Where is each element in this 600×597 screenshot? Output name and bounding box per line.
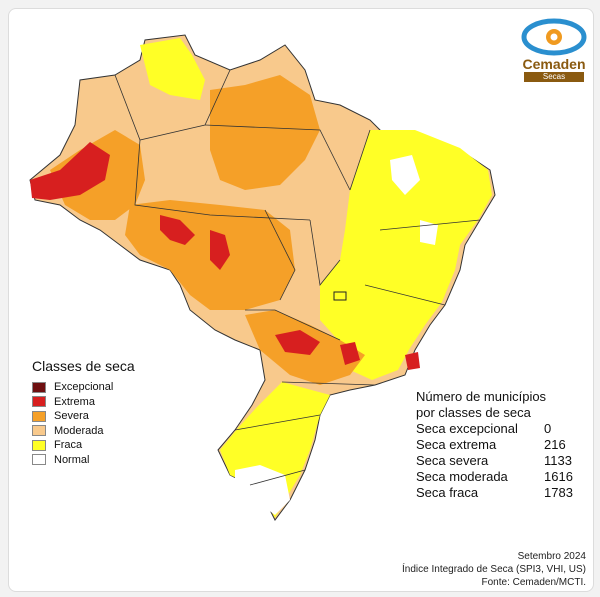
municipality-stats: Número de municípios por classes de seca… — [416, 389, 573, 501]
eye-logo-icon — [521, 18, 587, 56]
legend: Classes de seca Excepcional Extrema Seve… — [32, 358, 135, 467]
state-borders — [114, 69, 481, 486]
stats-label: Seca extrema — [416, 437, 497, 452]
cemaden-logo: Cemaden Secas — [518, 18, 590, 82]
stats-value: 216 — [544, 437, 566, 452]
legend-item: Moderada — [32, 424, 135, 439]
fraca-north — [140, 38, 205, 100]
logo-band: Secas — [524, 72, 584, 82]
stats-title-line2: por classes de seca — [416, 405, 531, 420]
legend-item: Normal — [32, 453, 135, 468]
stats-label: Seca moderada — [416, 469, 508, 484]
legend-label: Excepcional — [54, 381, 114, 394]
legend-item: Extrema — [32, 395, 135, 410]
footer-source: Fonte: Cemaden/MCTI. — [481, 577, 586, 588]
normal-northeast — [390, 155, 420, 195]
legend-label: Severa — [54, 410, 89, 423]
footer-date: Setembro 2024 — [517, 551, 586, 562]
stats-row: Seca moderada 1616 — [416, 469, 573, 485]
stats-row: Seca severa 1133 — [416, 453, 573, 469]
stats-value: 0 — [544, 421, 552, 436]
footer: Setembro 2024 Índice Integrado de Seca (… — [402, 550, 586, 589]
severa-north-center — [210, 75, 320, 190]
stats-label: Seca excepcional — [416, 421, 518, 436]
stats-label: Seca fraca — [416, 485, 479, 500]
stats-row: Seca fraca 1783 — [416, 485, 573, 501]
stats-value: 1133 — [544, 453, 572, 468]
legend-swatch — [32, 381, 46, 393]
extrema-mt2 — [210, 230, 230, 270]
legend-label: Moderada — [54, 424, 104, 437]
stats-value: 1783 — [544, 485, 573, 500]
normal-ba — [420, 220, 438, 245]
legend-label: Fraca — [54, 439, 83, 452]
legend-label: Extrema — [54, 395, 95, 408]
extrema-mt — [160, 215, 195, 245]
brazil-drought-map — [29, 34, 496, 521]
extrema-mg — [340, 342, 360, 365]
legend-title: Classes de seca — [32, 358, 135, 374]
df-marker — [333, 291, 347, 301]
fraca-northeast — [320, 130, 492, 380]
legend-item: Fraca — [32, 438, 135, 453]
extrema-acre — [30, 142, 110, 200]
legend-swatch — [32, 425, 46, 437]
stats-title-line1: Número de municípios — [416, 389, 547, 404]
logo-name: Cemaden — [522, 56, 586, 72]
legend-swatch — [32, 439, 46, 451]
legend-swatch — [32, 454, 46, 466]
footer-index: Índice Integrado de Seca (SPI3, VHI, US) — [402, 564, 586, 575]
legend-label: Normal — [54, 453, 90, 466]
extrema-rj — [405, 352, 420, 370]
extrema-sp — [275, 330, 320, 355]
legend-swatch — [32, 396, 46, 408]
stats-label: Seca severa — [416, 453, 489, 468]
legend-swatch — [32, 410, 46, 422]
legend-item: Severa — [32, 409, 135, 424]
legend-item: Excepcional — [32, 380, 135, 395]
stats-value: 1616 — [544, 469, 573, 484]
stats-row: Seca excepcional 0 — [416, 421, 573, 437]
stats-row: Seca extrema 216 — [416, 437, 573, 453]
